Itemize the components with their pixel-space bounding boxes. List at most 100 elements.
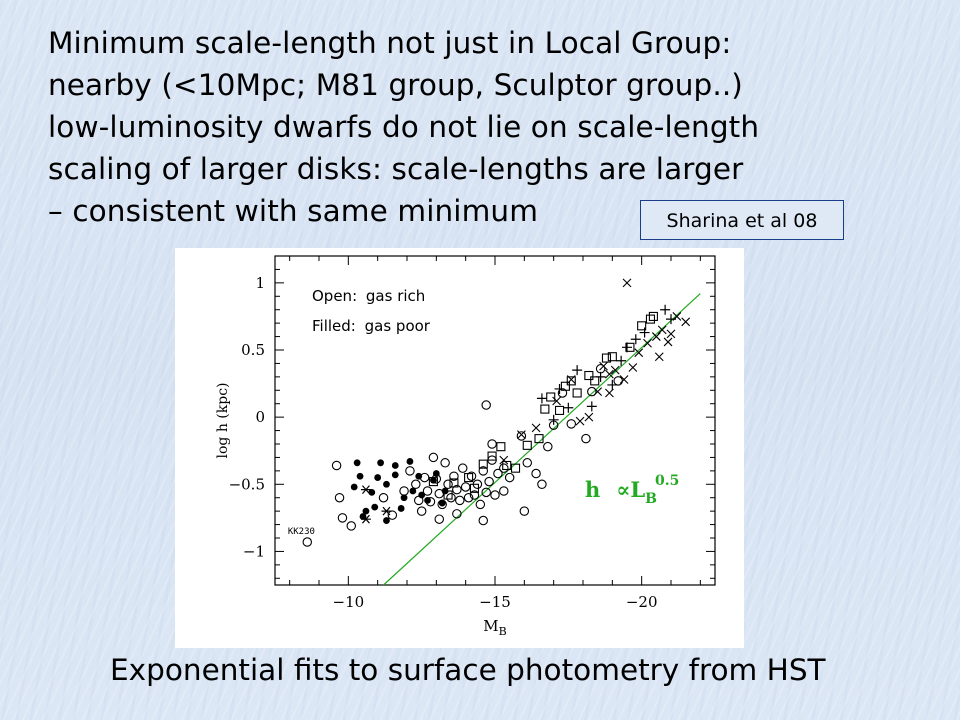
y-tick-label: −0.5 xyxy=(229,475,265,493)
point-open-circle xyxy=(419,472,430,483)
point-cross xyxy=(657,325,667,335)
point-open-circle xyxy=(484,476,494,487)
point-cross xyxy=(663,337,673,347)
point-plus xyxy=(660,304,671,315)
fit-label-prop: ∝L xyxy=(616,477,645,502)
fit-label-main: h xyxy=(585,477,600,502)
point-open-square xyxy=(637,321,647,331)
point-filled-circle xyxy=(409,487,417,495)
point-open-circle xyxy=(587,386,597,397)
fit-line xyxy=(383,293,701,586)
point-plus xyxy=(666,314,676,325)
point-open-circle xyxy=(522,458,533,468)
y-axis-label: log h (kpc) xyxy=(215,383,231,459)
point-open-circle xyxy=(346,521,357,531)
point-plus xyxy=(563,402,574,413)
point-open-square xyxy=(540,404,550,414)
point-open-circle xyxy=(446,492,456,503)
point-open-circle xyxy=(566,419,577,429)
point-cross xyxy=(628,363,638,372)
point-open-circle xyxy=(452,484,462,495)
point-open-circle xyxy=(431,474,442,484)
point-open-circle xyxy=(413,495,424,506)
point-cross xyxy=(610,365,620,375)
point-open-square xyxy=(560,381,570,391)
annotation-label: KK230 xyxy=(288,527,315,537)
point-asterisk xyxy=(360,485,371,495)
y-tick-label: 0.5 xyxy=(241,341,265,359)
point-cross xyxy=(643,338,652,348)
point-open-circle xyxy=(378,492,389,503)
point-open-circle xyxy=(481,487,491,498)
point-open-square xyxy=(428,477,438,487)
point-cross xyxy=(605,388,614,398)
slide-line-1: Minimum scale-length not just in Local G… xyxy=(48,26,732,60)
point-cross xyxy=(651,332,661,341)
point-open-square xyxy=(478,459,488,469)
scatter-figure: −10 −15 −20 −1 −0.5 0 0.5 1 MB log h (kpc) h ∝LB0.5… xyxy=(175,248,744,648)
point-open-square xyxy=(648,311,658,321)
x-tick-label: −20 xyxy=(626,593,658,611)
point-cross xyxy=(499,455,509,465)
point-plus xyxy=(548,414,559,425)
point-open-circle xyxy=(434,488,445,499)
legend-filled-label: Filled: xyxy=(312,317,356,335)
point-open-circle xyxy=(581,433,591,444)
slide-line-4: scaling of larger disks: scale-lengths a… xyxy=(48,152,744,186)
point-open-square xyxy=(584,370,594,381)
point-open-circle xyxy=(405,466,415,476)
point-open-circle xyxy=(331,460,342,471)
point-plus xyxy=(630,334,641,345)
point-plus xyxy=(536,393,547,404)
x-axis-label: MB xyxy=(483,617,506,638)
point-cross xyxy=(593,387,603,397)
y-tick-label: 0 xyxy=(255,408,265,426)
point-open-circle xyxy=(302,537,313,547)
point-open-circle xyxy=(481,400,491,410)
point-cross xyxy=(552,396,561,406)
point-cross xyxy=(654,352,664,362)
point-open-circle xyxy=(434,514,445,524)
point-cross xyxy=(605,369,614,379)
point-asterisk xyxy=(381,506,392,516)
point-filled-circle xyxy=(374,474,382,481)
figure-caption: Exponential fits to surface photometry f… xyxy=(110,653,826,687)
legend-open-text: Open: gas rich xyxy=(312,287,425,305)
point-open-square xyxy=(449,478,459,488)
point-cross xyxy=(666,329,676,339)
point-plus xyxy=(639,327,650,338)
point-open-circle xyxy=(440,458,450,468)
slide-line-5: – consistent with same minimum xyxy=(48,194,539,228)
point-open-square xyxy=(554,405,565,415)
slide-line-2: nearby (<10Mpc; M81 group, Sculptor grou… xyxy=(48,68,743,102)
point-open-square xyxy=(645,314,656,324)
point-open-circle xyxy=(490,490,500,500)
point-plus xyxy=(616,355,627,366)
point-plus xyxy=(572,365,583,376)
point-cross xyxy=(584,412,594,422)
point-open-square xyxy=(590,376,600,386)
point-open-square xyxy=(469,483,480,493)
point-open-circle xyxy=(437,499,447,510)
point-filled-circle xyxy=(362,507,370,515)
point-open-circle xyxy=(425,496,436,507)
legend-open-value: gas rich xyxy=(366,287,425,305)
point-open-square xyxy=(464,473,474,483)
point-cross xyxy=(622,278,632,288)
point-cross xyxy=(575,416,585,426)
point-plus xyxy=(595,371,606,382)
point-filled-circle xyxy=(377,459,384,467)
point-filled-circle xyxy=(356,472,364,480)
x-tick-label: −15 xyxy=(479,593,511,611)
point-open-circle xyxy=(504,472,515,483)
point-cross xyxy=(619,375,629,384)
point-filled-circle xyxy=(350,483,358,491)
point-cross xyxy=(634,348,644,358)
point-plus xyxy=(622,342,632,353)
point-open-circle xyxy=(428,452,439,463)
point-open-circle xyxy=(487,439,497,449)
point-filled-circle xyxy=(353,459,361,467)
point-filled-circle xyxy=(438,499,446,507)
point-plus xyxy=(607,379,618,390)
